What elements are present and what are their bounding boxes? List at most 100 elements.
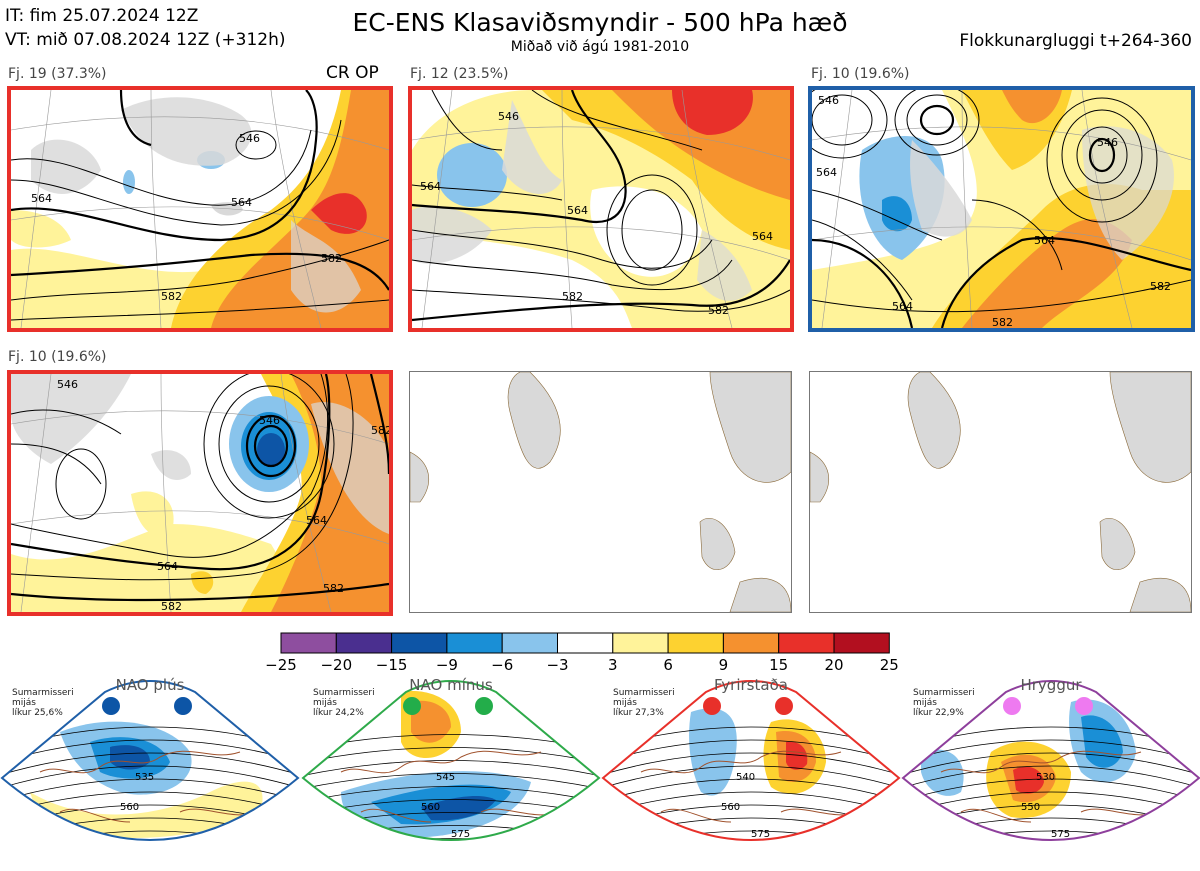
contour-label: 564 — [567, 204, 588, 217]
init-time: IT: fim 25.07.2024 12Z — [5, 6, 199, 26]
contour-label: 546 — [239, 132, 260, 145]
regime-info: Sumarmisseri mijás líkur 27,3% — [613, 688, 675, 718]
regime-name: Fyrirstaða — [714, 676, 788, 694]
colorbar-tick-label: −9 — [435, 656, 458, 674]
colorbar-bin — [280, 632, 337, 654]
contour-label: 564 — [31, 192, 52, 205]
regime-contour-label: 535 — [135, 772, 154, 783]
colorbar-bin — [667, 632, 724, 654]
panel-2-caption: Fj. 12 (23.5%) — [410, 66, 509, 82]
colorbar-tick-label: 3 — [608, 656, 618, 674]
cluster-map-4: 546 546 564 564 582 582 582 — [7, 370, 393, 616]
regime-season: Sumarmisseri — [913, 688, 975, 698]
regime-likelihood: líkur 27,3% — [613, 708, 664, 718]
colorbar-tick-label: −20 — [320, 656, 353, 674]
regime-season: Sumarmisseri — [12, 688, 74, 698]
regime-contour-label: 575 — [1051, 829, 1070, 840]
contour-label: 564 — [816, 166, 837, 179]
colorbar-tick-label: −3 — [546, 656, 569, 674]
colorbar-bin — [391, 632, 448, 654]
contour-label: 582 — [1150, 280, 1171, 293]
colorbar-bin — [722, 632, 780, 654]
regime-name: NAO plús — [115, 676, 185, 694]
regime-contour-label: 560 — [421, 802, 440, 813]
regime-contour-label: 530 — [1036, 772, 1055, 783]
regime-contour-label: 560 — [120, 802, 139, 813]
regime-dot — [102, 697, 120, 715]
regime-dot — [1003, 697, 1021, 715]
regime-map: 545 560 575 — [301, 680, 601, 841]
regime-dot — [174, 697, 192, 715]
page-title: EC-ENS Klasaviðsmyndir - 500 hPa hæð — [352, 8, 848, 37]
regime-contour-label: 540 — [736, 772, 755, 783]
regime-contour-label: 575 — [751, 829, 770, 840]
colorbar-bin — [557, 632, 614, 654]
contour-label: 582 — [562, 290, 583, 303]
contour-label: 564 — [1034, 234, 1055, 247]
regime-dot — [475, 697, 493, 715]
colorbar-bin — [833, 632, 890, 654]
colorbar-tick-label: −6 — [491, 656, 514, 674]
regime-info: Sumarmisseri mijás líkur 25,6% — [12, 688, 74, 718]
regime-season: Sumarmisseri — [613, 688, 675, 698]
regime-info: Sumarmisseri mijás líkur 24,2% — [313, 688, 375, 718]
regime-map: 530 550 575 — [901, 680, 1200, 841]
cluster-map-3: 546 546 564 564 564 582 582 — [808, 86, 1195, 332]
contour-label: 564 — [420, 180, 441, 193]
contour-label: 546 — [498, 110, 519, 123]
contour-label: 582 — [323, 582, 344, 595]
regime-name: Hryggur — [1020, 676, 1082, 694]
regime-dot — [775, 697, 793, 715]
regime-period: mijás — [613, 698, 637, 708]
contour-label: 582 — [161, 600, 182, 612]
colorbar-tick-label: 20 — [824, 656, 844, 674]
panel-1-tag: CR OP — [326, 63, 379, 83]
regime-dot — [1075, 697, 1093, 715]
cluster-map-1: 546 564 564 582 582 — [7, 86, 393, 332]
regime-season: Sumarmisseri — [313, 688, 375, 698]
colorbar-tick-label: 9 — [718, 656, 729, 674]
regime-likelihood: líkur 24,2% — [313, 708, 364, 718]
contour-label: 582 — [371, 424, 389, 437]
contour-label: 582 — [992, 316, 1013, 328]
colorbar-tick-label: 6 — [663, 656, 673, 674]
contour-label: 564 — [752, 230, 773, 243]
panel-1-caption: Fj. 19 (37.3%) — [8, 66, 107, 82]
contour-label: 564 — [231, 196, 252, 209]
cluster-window: Flokkunargluggi t+264-360 — [959, 31, 1192, 51]
colorbar-tick-label: −15 — [375, 656, 408, 674]
regime-contour-label: 575 — [451, 829, 470, 840]
regime-contour-label: 550 — [1021, 802, 1040, 813]
regime-likelihood: líkur 25,6% — [12, 708, 63, 718]
regime-contour-label: 545 — [436, 772, 455, 783]
regime-period: mijás — [913, 698, 937, 708]
colorbar-tick-label: 15 — [769, 656, 789, 674]
contour-label: 582 — [161, 290, 182, 303]
contour-label: 546 — [57, 378, 78, 391]
colorbar-bin — [335, 632, 393, 654]
contour-label: 546 — [259, 414, 280, 427]
colorbar-bin — [501, 632, 558, 654]
empty-map-5 — [409, 371, 792, 613]
regime-map: 540 560 575 — [601, 680, 901, 841]
regime-dot — [403, 697, 421, 715]
regime-name: NAO mínus — [409, 676, 493, 694]
contour-label: 564 — [157, 560, 178, 573]
regime-dot — [703, 697, 721, 715]
colorbar — [280, 632, 890, 654]
regime-period: mijás — [12, 698, 36, 708]
contour-label: 546 — [818, 94, 839, 107]
colorbar-bin — [778, 632, 835, 654]
valid-time: VT: mið 07.08.2024 12Z (+312h) — [5, 30, 286, 50]
colorbar-tick-label: 25 — [879, 656, 899, 674]
contour-label: 582 — [708, 304, 729, 317]
regime-map: 535 560 — [0, 680, 300, 841]
empty-map-6 — [809, 371, 1192, 613]
contour-label: 564 — [892, 300, 913, 313]
panel-4-caption: Fj. 10 (19.6%) — [8, 349, 107, 365]
regime-info: Sumarmisseri mijás líkur 22,9% — [913, 688, 975, 718]
regime-contour-label: 560 — [721, 802, 740, 813]
regime-period: mijás — [313, 698, 337, 708]
colorbar-tick-label: −25 — [265, 656, 297, 674]
page-subtitle: Miðað við ágú 1981-2010 — [510, 39, 690, 55]
